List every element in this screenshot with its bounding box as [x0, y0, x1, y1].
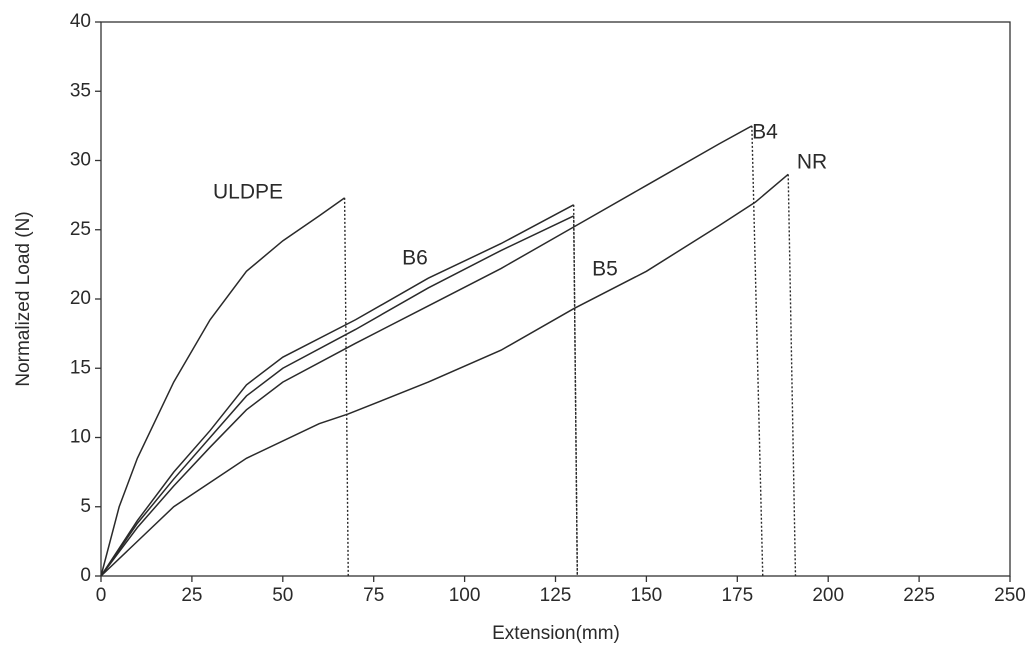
y-tick-label: 35	[70, 80, 91, 101]
x-tick-label: 100	[449, 585, 481, 606]
series-line	[100, 197, 346, 577]
failure-drop-line	[572, 204, 579, 577]
series-line	[100, 173, 789, 577]
plot-frame	[100, 21, 1011, 577]
y-tick-label: 15	[70, 357, 91, 378]
x-tick-label: 50	[272, 585, 293, 606]
y-tick-label: 40	[70, 11, 91, 32]
series-label: B4	[752, 121, 778, 144]
x-tick-label: 75	[363, 585, 384, 606]
series-line	[100, 204, 575, 577]
series-label: B6	[402, 247, 428, 270]
failure-drop-line	[751, 125, 764, 577]
y-axis-label: Normalized Load (N)	[13, 211, 34, 386]
y-tick-label: 0	[80, 565, 91, 586]
y-tick-label: 20	[70, 288, 91, 309]
x-tick-label: 0	[96, 585, 107, 606]
y-tick-label: 5	[80, 496, 91, 517]
x-tick-label: 250	[994, 585, 1026, 606]
failure-drop-line	[572, 215, 579, 577]
x-tick-label: 25	[181, 585, 202, 606]
series-line	[100, 125, 753, 577]
series-label: B5	[592, 258, 618, 281]
x-tick-label: 225	[903, 585, 935, 606]
y-tick-label: 25	[70, 219, 91, 240]
x-tick-label: 125	[540, 585, 572, 606]
x-tick-label: 200	[812, 585, 844, 606]
series-label: NR	[797, 151, 827, 174]
x-axis-label: Extension(mm)	[492, 623, 620, 644]
x-tick-label: 175	[721, 585, 753, 606]
failure-drop-line	[343, 197, 349, 577]
failure-drop-line	[787, 174, 797, 577]
series-line	[100, 215, 575, 577]
y-tick-label: 10	[70, 427, 91, 448]
x-tick-label: 150	[631, 585, 663, 606]
series-label: ULDPE	[213, 181, 283, 204]
y-tick-label: 30	[70, 150, 91, 171]
